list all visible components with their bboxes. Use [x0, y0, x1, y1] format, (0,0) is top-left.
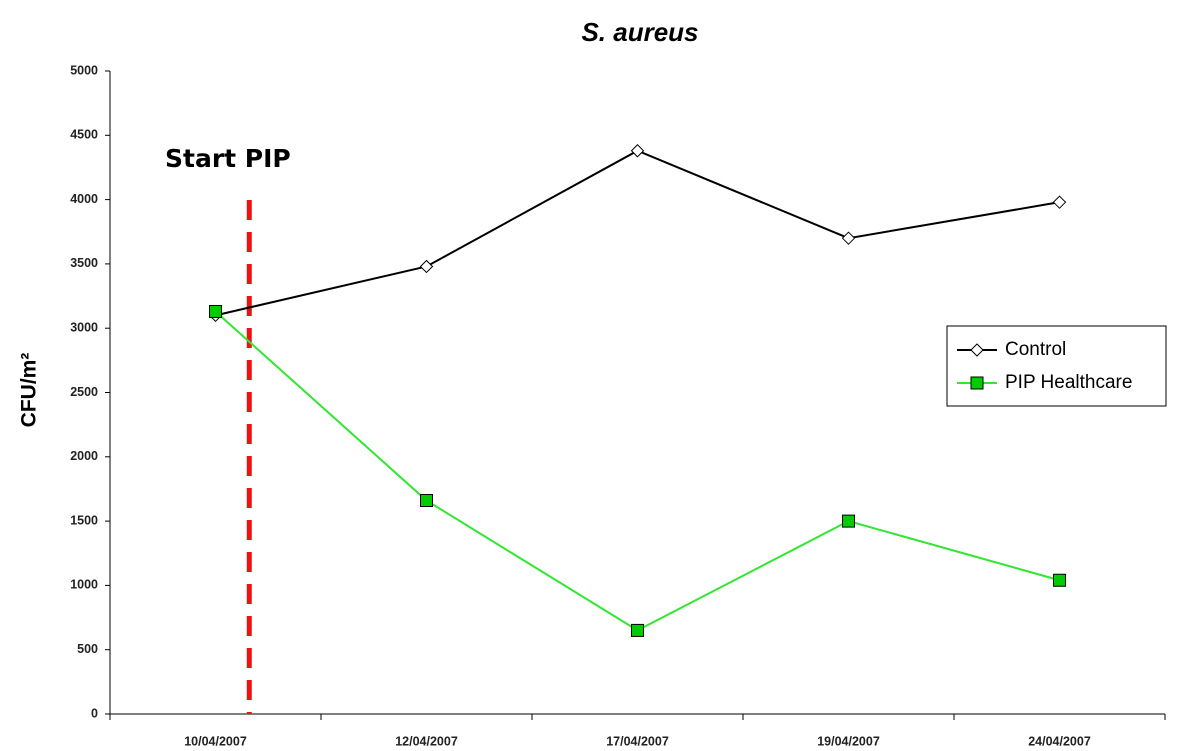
data-point: [842, 514, 855, 528]
x-tick-label: 10/04/2007: [184, 734, 247, 748]
y-tick-label: 4000: [70, 192, 98, 206]
legend-label: Control: [1005, 339, 1066, 360]
y-tick-label: 3000: [70, 320, 98, 334]
x-tick-label: 17/04/2007: [606, 734, 669, 748]
data-point: [419, 259, 434, 274]
y-tick-label: 5000: [70, 63, 98, 77]
chart-title: S. aureus: [581, 17, 698, 47]
data-point: [631, 623, 644, 637]
legend-label: PIP Healthcare: [1005, 372, 1132, 393]
y-tick-label: 2000: [70, 449, 98, 463]
data-point: [209, 304, 222, 318]
y-tick-label: 1000: [70, 578, 98, 592]
series-line: [215, 149, 1060, 317]
x-tick-label: 24/04/2007: [1028, 734, 1091, 748]
data-point: [841, 231, 856, 245]
y-tick-label: 0: [91, 706, 98, 720]
annotation-text: Start PIP: [165, 144, 291, 173]
y-tick-label: 3500: [70, 256, 98, 270]
legend-marker: [970, 343, 984, 357]
x-tick-label: 12/04/2007: [395, 734, 458, 748]
y-tick-label: 2500: [70, 385, 98, 399]
y-tick-label: 1500: [70, 513, 98, 527]
data-point: [1053, 573, 1066, 587]
legend-box: [946, 325, 1167, 407]
y-axis-label: CFU/m²: [18, 353, 41, 428]
data-point: [630, 144, 645, 158]
legend-marker: [970, 376, 984, 390]
data-point: [1052, 195, 1067, 209]
y-tick-label: 500: [77, 642, 98, 656]
x-tick-label: 19/04/2007: [817, 734, 880, 748]
data-point: [420, 494, 433, 508]
y-tick-label: 4500: [70, 128, 98, 142]
series-line: [214, 310, 1060, 632]
